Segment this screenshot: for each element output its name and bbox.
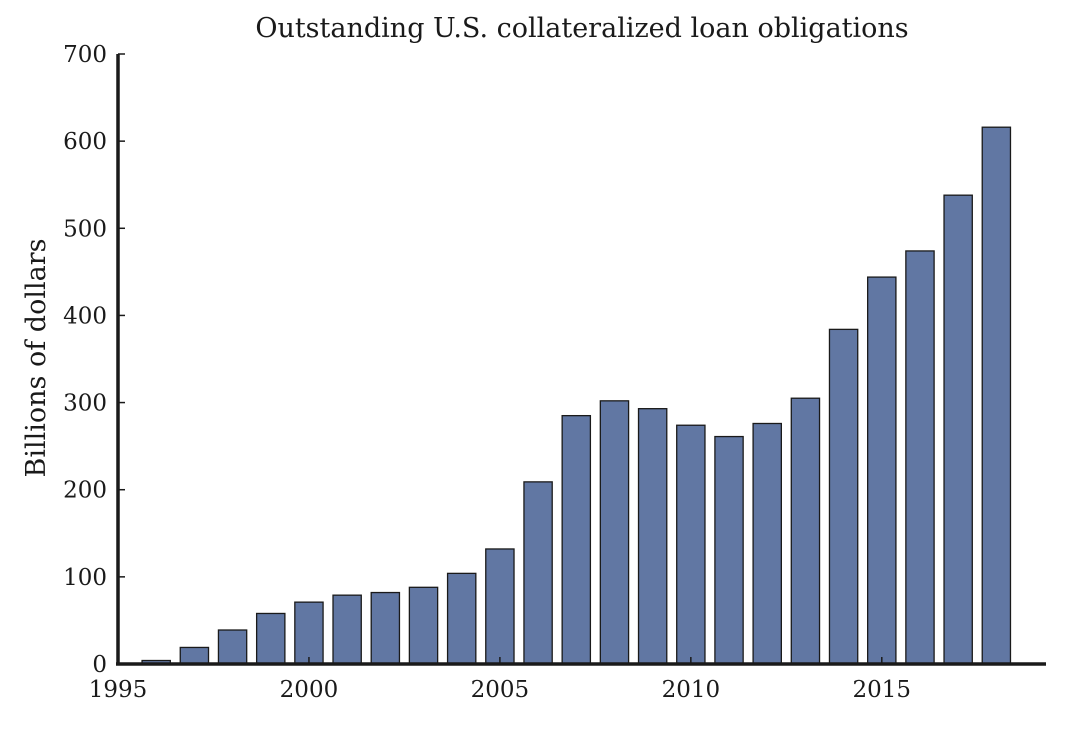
bar-2007	[561, 414, 592, 665]
y-tick-label: 400	[63, 303, 107, 329]
y-tick-label: 300	[63, 391, 107, 417]
y-tick-label: 500	[63, 216, 107, 242]
bar-1999	[255, 612, 286, 665]
bar-2002	[370, 591, 401, 665]
bar-2006	[523, 481, 553, 665]
chart-title: Outstanding U.S. collateralized loan obl…	[255, 13, 908, 44]
bar-2004	[446, 572, 477, 665]
bar-2008	[599, 400, 630, 665]
y-tick-label: 700	[63, 42, 107, 68]
y-tick-label: 200	[63, 478, 107, 504]
bar-2018	[981, 126, 1012, 665]
bar-2009	[637, 408, 668, 665]
x-tick-label: 2000	[280, 677, 339, 703]
y-axis-label: Billions of dollars	[21, 239, 52, 478]
bar-2001	[332, 594, 362, 665]
y-axis: 0 100 200 300 400 500 600 700	[63, 42, 125, 678]
bar-2012	[752, 422, 783, 665]
y-tick-label: 600	[63, 129, 107, 155]
bar-2000	[294, 601, 324, 665]
bar-2005	[485, 548, 515, 665]
y-tick-label: 100	[63, 565, 107, 591]
bar-2010	[676, 424, 706, 665]
bar-2003	[408, 586, 439, 665]
bar-2016	[905, 250, 935, 665]
x-tick-label: 2015	[853, 677, 912, 703]
bar-1998	[217, 629, 248, 665]
bar-1997	[179, 646, 210, 665]
bar-2011	[714, 435, 744, 665]
bar-2013	[790, 397, 821, 665]
x-axis: 1995 2000 2005 2010 2015	[89, 657, 1046, 703]
bar-2015	[867, 276, 897, 665]
x-tick-label: 2010	[662, 677, 721, 703]
bars-group	[141, 126, 1012, 665]
x-tick-label: 1995	[89, 677, 148, 703]
bar-2017	[943, 194, 973, 665]
bar-2014	[828, 328, 859, 665]
y-tick-label: 0	[92, 652, 107, 678]
x-tick-label: 2005	[471, 677, 530, 703]
